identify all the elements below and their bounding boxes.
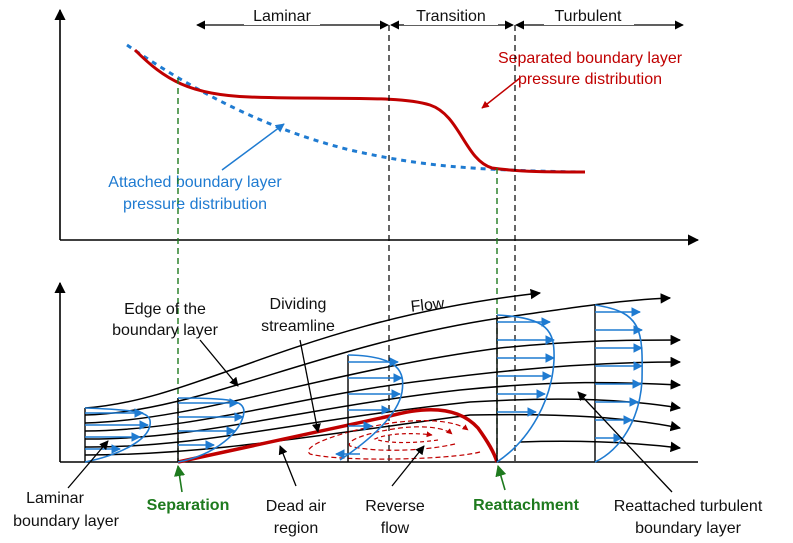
laminar-label: Laminar <box>253 8 311 25</box>
streamline <box>519 440 682 453</box>
separated-label-pointer <box>481 77 521 109</box>
dead-air-label-line2: region <box>274 520 318 537</box>
dead-air-label-line1: Dead air <box>266 498 327 515</box>
dividing-streamline <box>177 407 499 464</box>
attached-label-line1: Attached boundary layer <box>108 174 282 191</box>
bottom-flow-plot: Flow Edge of the boundary layer Dividing… <box>13 281 763 537</box>
reattachment-pointer <box>495 464 507 491</box>
turbulent-label: Turbulent <box>555 8 623 25</box>
top-pressure-plot: Laminar Transition Turbulent Separated b… <box>54 5 700 246</box>
reverse-flow-loop-core <box>373 431 439 444</box>
reattached-pointer <box>577 391 673 493</box>
reverse-flow-loop-outer <box>307 420 481 460</box>
laminar-bl-label-line1: Laminar <box>26 490 84 507</box>
velocity-profile <box>177 397 245 463</box>
reattachment-label: Reattachment <box>473 497 579 514</box>
reverse-flow-pointer <box>391 445 425 487</box>
velocity-profile <box>594 304 643 463</box>
streamline <box>84 288 542 409</box>
edge-label-line1: Edge of the <box>124 301 206 318</box>
reverse-flow-label-line1: Reverse <box>365 498 425 515</box>
reference-lines <box>177 25 516 462</box>
laminar-bl-pointer <box>67 440 109 489</box>
flow-label: Flow <box>410 295 446 315</box>
velocity-profile <box>335 354 404 462</box>
edge-label-pointer <box>199 339 239 387</box>
separated-label-line2: pressure distribution <box>518 71 662 88</box>
streamline <box>84 356 682 432</box>
attached-label-pointer <box>221 123 285 171</box>
dividing-label-pointer <box>299 339 321 433</box>
edge-label-line2: boundary layer <box>112 322 219 339</box>
reverse-flow-label-line2: flow <box>381 520 410 537</box>
reattached-label-line1: Reattached turbulent <box>614 498 763 515</box>
velocity-profile <box>496 314 555 463</box>
transition-label: Transition <box>416 8 486 25</box>
separation-label: Separation <box>147 497 230 514</box>
streamline <box>84 413 682 456</box>
reverse-flow-loop-inner <box>348 426 456 451</box>
attached-label-line2: pressure distribution <box>123 196 267 213</box>
velocity-profiles <box>84 304 643 463</box>
dividing-label-line2: streamline <box>261 318 335 335</box>
laminar-bl-label-line2: boundary layer <box>13 513 120 530</box>
dead-air-pointer <box>278 445 297 487</box>
separated-pressure-curve <box>133 48 586 174</box>
reattached-label-line2: boundary layer <box>635 520 742 537</box>
separated-label-line1: Separated boundary layer <box>498 50 683 67</box>
dividing-label-line1: Dividing <box>270 296 327 313</box>
separation-pointer <box>173 464 186 493</box>
